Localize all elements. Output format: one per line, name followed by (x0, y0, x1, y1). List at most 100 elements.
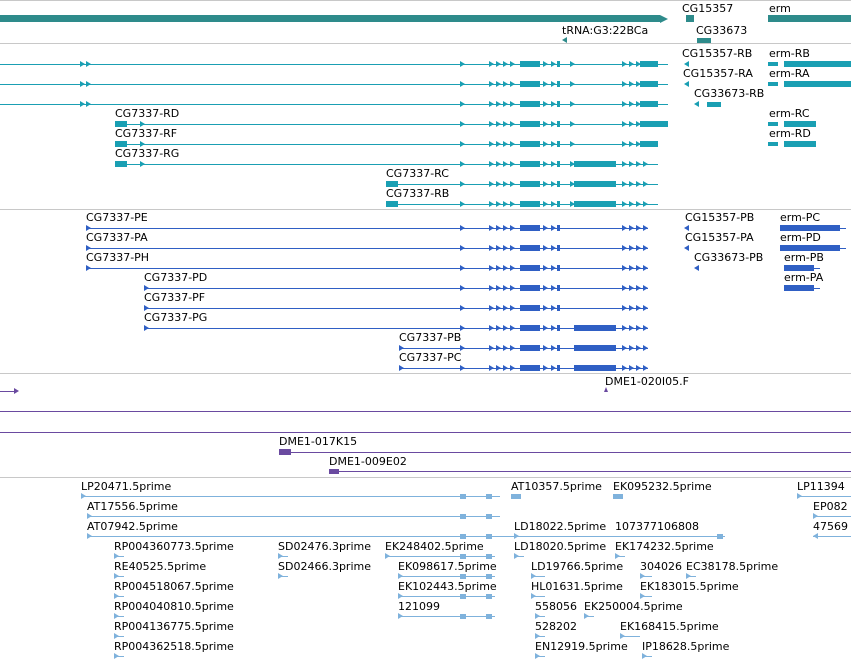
exon-block[interactable] (640, 61, 658, 67)
est-label[interactable]: LD18020.5prime (514, 540, 607, 553)
feature-line[interactable] (86, 228, 648, 229)
protein-label[interactable]: CG15357-PB (685, 211, 755, 224)
exon-block[interactable] (511, 494, 521, 499)
est-label[interactable]: EK095232.5prime (613, 480, 712, 493)
exon-block[interactable] (520, 181, 540, 187)
exon-block[interactable] (460, 494, 466, 499)
est-label[interactable]: HL01631.5prime (531, 580, 623, 593)
exon-block[interactable] (386, 201, 398, 207)
feature-line[interactable] (0, 104, 668, 105)
gene-bar-cg33673[interactable] (697, 38, 711, 43)
clone-line[interactable] (0, 391, 14, 392)
feature-line[interactable] (531, 576, 545, 577)
feature-line[interactable] (535, 636, 545, 637)
exon-block[interactable] (640, 101, 658, 107)
feature-line[interactable] (115, 144, 658, 145)
transcript-label[interactable]: CG7337-RC (386, 167, 449, 180)
est-label[interactable]: RP004040810.5prime (114, 600, 234, 613)
feature-line[interactable] (86, 248, 648, 249)
est-label[interactable]: EK174232.5prime (615, 540, 714, 553)
clone-block[interactable] (329, 469, 339, 474)
est-label[interactable]: LP11394 (797, 480, 845, 493)
exon-block[interactable] (784, 265, 814, 271)
exon-block[interactable] (557, 61, 560, 67)
exon-block[interactable] (520, 245, 540, 251)
transcript-label[interactable]: CG7337-RG (115, 147, 180, 160)
exon-block[interactable] (115, 121, 127, 127)
protein-label[interactable]: erm-PD (780, 231, 821, 244)
exon-block[interactable] (557, 101, 560, 107)
feature-line[interactable] (840, 248, 846, 249)
transcript-label[interactable]: erm-RB (769, 47, 810, 60)
feature-line[interactable] (584, 616, 594, 617)
feature-line[interactable] (385, 556, 495, 557)
protein-label[interactable]: erm-PA (784, 271, 824, 284)
exon-block[interactable] (520, 101, 540, 107)
feature-line[interactable] (642, 656, 652, 657)
est-label[interactable]: LD19766.5prime (531, 560, 624, 573)
transcript-label[interactable]: CG7337-RB (386, 187, 450, 200)
exon-block[interactable] (520, 265, 540, 271)
clone-block[interactable] (279, 449, 291, 455)
exon-block[interactable] (557, 325, 560, 331)
feature-line[interactable] (144, 288, 648, 289)
exon-block[interactable] (520, 121, 540, 127)
protein-label[interactable]: erm-PB (784, 251, 824, 264)
est-label[interactable]: RP004362518.5prime (114, 640, 234, 653)
exon-block[interactable] (707, 102, 721, 107)
transcript-label[interactable]: CG33673-RB (694, 87, 765, 100)
exon-block[interactable] (784, 61, 851, 67)
feature-line[interactable] (615, 556, 625, 557)
feature-line[interactable] (278, 576, 288, 577)
est-label[interactable]: 107377106808 (615, 520, 699, 533)
exon-block[interactable] (574, 325, 616, 331)
clone-label[interactable]: DME1-017K15 (279, 435, 358, 448)
exon-block[interactable] (557, 121, 560, 127)
gene-label[interactable]: erm (769, 2, 791, 15)
feature-line[interactable] (114, 576, 124, 577)
exon-block[interactable] (486, 594, 492, 599)
est-label[interactable]: RP004360773.5prime (114, 540, 234, 553)
feature-line[interactable] (114, 656, 124, 657)
feature-line[interactable] (0, 64, 668, 65)
exon-block[interactable] (557, 181, 560, 187)
feature-line[interactable] (114, 556, 124, 557)
feature-line[interactable] (398, 576, 495, 577)
transcript-label[interactable]: CG7337-RF (115, 127, 178, 140)
exon-block[interactable] (115, 161, 127, 167)
exon-block[interactable] (520, 225, 540, 231)
gene-bar-erm[interactable] (768, 15, 851, 22)
est-label[interactable]: RE40525.5prime (114, 560, 207, 573)
feature-line[interactable] (115, 164, 658, 165)
protein-label[interactable]: erm-PC (780, 211, 821, 224)
feature-line[interactable] (278, 556, 288, 557)
est-label[interactable]: EN12919.5prime (535, 640, 628, 653)
est-label[interactable]: EC38178.5prime (686, 560, 779, 573)
gene-bar-cg7337[interactable] (0, 15, 660, 22)
exon-block[interactable] (486, 494, 492, 499)
exon-block[interactable] (460, 574, 466, 579)
exon-block[interactable] (386, 181, 398, 187)
protein-label[interactable]: CG15357-PA (685, 231, 754, 244)
est-label[interactable]: 558056 (535, 600, 577, 613)
exon-block[interactable] (574, 181, 616, 187)
est-label[interactable]: EK250004.5prime (584, 600, 683, 613)
est-label[interactable]: 304026 (640, 560, 682, 573)
exon-block[interactable] (520, 285, 540, 291)
feature-line[interactable] (840, 228, 846, 229)
feature-line[interactable] (531, 596, 545, 597)
exon-block[interactable] (486, 514, 492, 519)
transcript-label[interactable]: CG7337-RD (115, 107, 180, 120)
clone-line[interactable] (0, 432, 851, 433)
feature-line[interactable] (514, 536, 524, 537)
exon-block[interactable] (557, 225, 560, 231)
exon-block[interactable] (613, 494, 623, 499)
gene-bar-cg15357[interactable] (686, 15, 694, 22)
est-label[interactable]: AT10357.5prime (511, 480, 602, 493)
est-label[interactable]: IP18628.5prime (642, 640, 730, 653)
exon-block[interactable] (768, 142, 778, 146)
exon-block[interactable] (784, 285, 814, 291)
transcript-label[interactable]: erm-RC (769, 107, 810, 120)
protein-label[interactable]: CG7337-PD (144, 271, 208, 284)
